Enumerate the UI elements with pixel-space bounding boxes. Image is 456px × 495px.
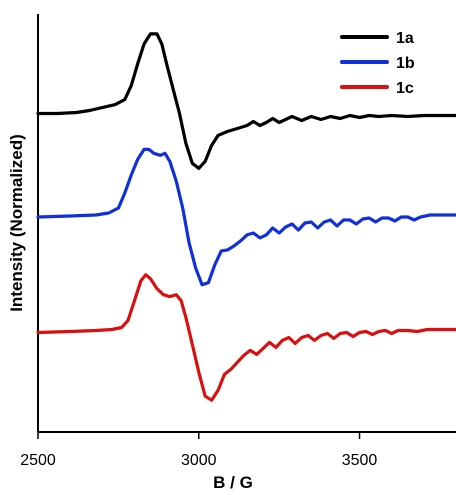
x-tick-label: 2500 (20, 452, 56, 469)
plot-area: 2500 3000 3500 1a 1b 1c (20, 14, 456, 469)
x-tick-layer: 2500 3000 3500 (20, 432, 377, 469)
x-axis-title: B / G (213, 473, 253, 492)
legend: 1a 1b 1c (340, 30, 415, 97)
legend-label-1b: 1b (396, 55, 415, 72)
x-tick-label: 3000 (181, 452, 217, 469)
series-layer (36, 32, 456, 402)
legend-label-1c: 1c (396, 80, 414, 97)
series-line-1a (36, 32, 456, 170)
y-axis-title: Intensity (Normalized) (7, 134, 26, 312)
legend-label-1a: 1a (396, 30, 414, 47)
series-line-1b (36, 147, 456, 287)
series-line-1c (36, 273, 456, 402)
x-tick-label: 3500 (342, 452, 378, 469)
